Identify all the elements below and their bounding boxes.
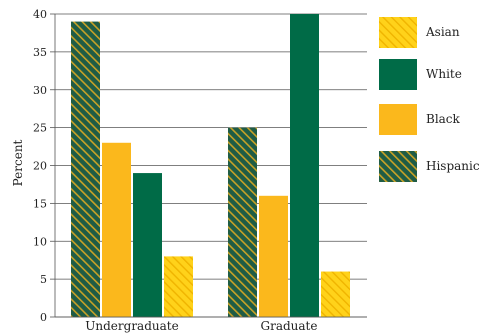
legend-label-black: Black — [426, 112, 461, 126]
x-tick-label: Graduate — [261, 319, 318, 333]
y-tick-label: 30 — [33, 84, 47, 97]
legend-label-asian: Asian — [425, 25, 460, 39]
bar-black-undergraduate — [102, 142, 131, 317]
legend-swatch-white — [379, 59, 417, 90]
x-axis: Undergraduate Graduate — [55, 316, 367, 333]
y-tick-label: 20 — [33, 160, 47, 173]
bar-hispanic-undergraduate — [71, 21, 100, 317]
x-tick-label: Undergraduate — [85, 319, 178, 333]
y-tick-label: 15 — [33, 197, 47, 210]
legend-label-white: White — [426, 67, 462, 81]
bar-white-undergraduate — [133, 173, 162, 317]
y-axis: 0 5 10 15 20 25 30 35 40 — [33, 8, 56, 324]
bars — [71, 14, 350, 317]
gridlines — [55, 13, 367, 318]
y-axis-label: Percent — [11, 139, 25, 186]
bar-black-graduate — [259, 195, 288, 317]
y-tick-label: 5 — [40, 273, 47, 286]
bar-asian-undergraduate — [164, 256, 193, 317]
legend-swatch-black — [379, 104, 417, 135]
y-tick-label: 0 — [40, 311, 47, 324]
legend-swatch-asian — [379, 17, 417, 48]
y-tick-label: 40 — [33, 8, 47, 21]
y-tick-label: 35 — [33, 46, 47, 59]
legend-label-hispanic: Hispanic — [426, 159, 480, 173]
legend-swatch-hispanic — [379, 151, 417, 182]
bar-asian-graduate — [321, 271, 350, 317]
bar-hispanic-graduate — [228, 127, 257, 317]
legend: Asian White Black Hispanic — [379, 17, 480, 182]
y-tick-label: 25 — [33, 122, 47, 135]
y-tick-label: 10 — [33, 235, 47, 248]
bar-white-graduate — [290, 14, 319, 317]
